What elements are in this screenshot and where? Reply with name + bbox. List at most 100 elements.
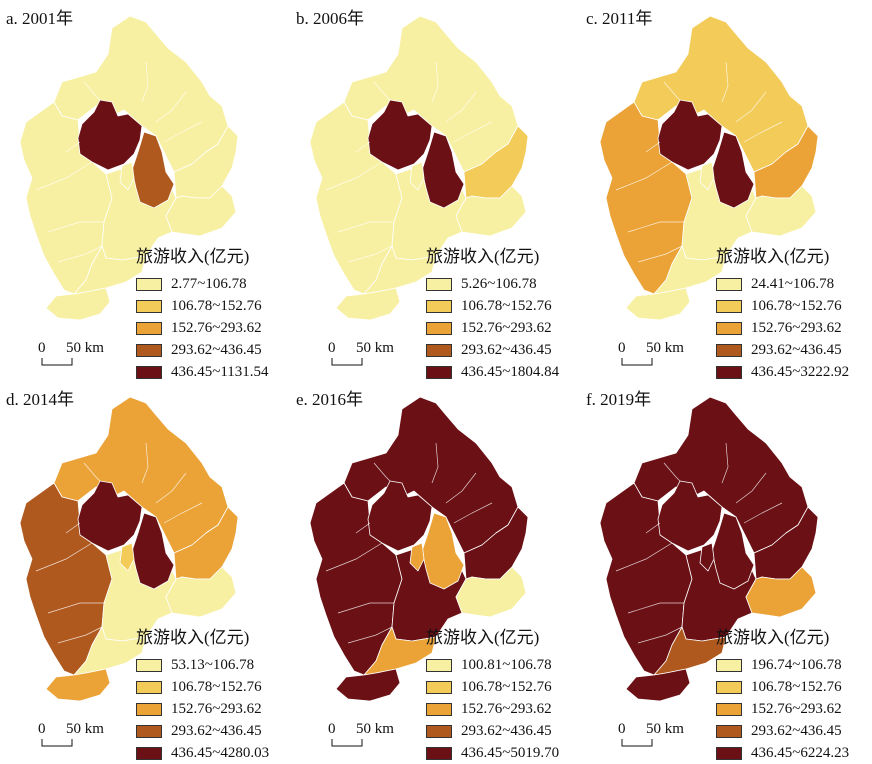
region-south xyxy=(73,245,147,295)
legend-swatch xyxy=(426,680,452,694)
scale-zero-label: 0 xyxy=(38,721,46,737)
region-southtip xyxy=(45,668,111,702)
legend-swatch xyxy=(716,365,742,379)
scale-fifty-label: 50 km xyxy=(646,340,684,356)
legend-swatch xyxy=(426,277,452,291)
county-border xyxy=(337,602,394,614)
legend-item: 152.76~293.62 xyxy=(136,698,269,720)
legend-title: 旅游收入(亿元) xyxy=(426,628,540,647)
legend-item: 106.78~152.76 xyxy=(136,295,269,317)
legend-label: 106.78~152.76 xyxy=(461,678,552,695)
legend-item: 24.41~106.78 xyxy=(716,273,849,295)
legend-swatch xyxy=(426,746,452,760)
county-border xyxy=(355,141,371,153)
legend: 旅游收入(亿元) 2.77~106.78 106.78~152.76 152.7… xyxy=(136,242,269,383)
scale-bar: 0 50 km xyxy=(326,721,416,755)
legend: 旅游收入(亿元) 24.41~106.78 106.78~152.76 152.… xyxy=(716,242,849,383)
legend-item: 196.74~106.78 xyxy=(716,654,849,676)
scale-zero-label: 0 xyxy=(618,340,626,356)
county-border xyxy=(373,462,391,482)
county-border xyxy=(453,121,493,143)
region-group xyxy=(19,396,239,702)
region-southtip xyxy=(335,287,401,321)
legend-swatch xyxy=(426,702,452,716)
region-beijing xyxy=(657,99,723,171)
region-tianjin-b xyxy=(455,185,527,237)
scale-fifty-label: 50 km xyxy=(356,340,394,356)
legend: 旅游收入(亿元) 196.74~106.78 106.78~152.76 152… xyxy=(716,623,849,764)
county-border xyxy=(141,442,149,484)
region-beijing xyxy=(367,480,433,552)
panel-title: a. 2001年 xyxy=(6,9,74,28)
legend-swatch xyxy=(426,365,452,379)
county-border xyxy=(663,462,681,482)
region-southtip xyxy=(625,668,691,702)
scale-fifty-label: 50 km xyxy=(66,340,104,356)
legend: 旅游收入(亿元) 100.81~106.78 106.78~152.76 152… xyxy=(426,623,559,764)
county-border xyxy=(155,472,187,504)
region-southtip xyxy=(45,287,111,321)
legend-label: 152.76~293.62 xyxy=(751,700,842,717)
legend-label: 24.41~106.78 xyxy=(751,275,835,292)
legend-swatch xyxy=(716,746,742,760)
legend-item: 293.62~436.45 xyxy=(716,339,849,361)
legend-item: 100.81~106.78 xyxy=(426,654,559,676)
legend-label: 436.45~4280.03 xyxy=(171,744,270,761)
county-border xyxy=(35,161,93,191)
region-tianjin-b xyxy=(455,566,527,618)
county-border xyxy=(735,91,767,123)
scale-zero-label: 0 xyxy=(328,340,336,356)
scale-fifty-label: 50 km xyxy=(646,721,684,737)
legend-swatch xyxy=(426,724,452,738)
legend-item: 436.45~1131.54 xyxy=(136,361,269,383)
legend-swatch xyxy=(426,658,452,672)
legend-item: 106.78~152.76 xyxy=(426,295,559,317)
legend-item: 293.62~436.45 xyxy=(426,720,559,742)
region-beijing xyxy=(77,480,143,552)
region-langfang xyxy=(409,542,425,572)
county-border xyxy=(627,602,684,614)
legend-swatch xyxy=(136,277,162,291)
county-border xyxy=(47,602,104,614)
county-border xyxy=(637,626,683,644)
legend-label: 100.81~106.78 xyxy=(461,656,552,673)
county-border xyxy=(743,502,783,524)
legend-swatch xyxy=(136,680,162,694)
panel-title: e. 2016年 xyxy=(296,390,364,409)
legend-label: 436.45~5019.70 xyxy=(461,744,560,761)
legend-item: 106.78~152.76 xyxy=(716,676,849,698)
map-panel-c: c. 2011年 旅游收入(亿元) 24.41~106.78 106.78~15… xyxy=(580,0,870,380)
panel-title: d. 2014年 xyxy=(6,390,74,409)
map xyxy=(19,15,239,321)
region-southtip xyxy=(335,668,401,702)
legend-title: 旅游收入(亿元) xyxy=(716,247,830,266)
legend-label: 152.76~293.62 xyxy=(171,700,262,717)
legend-swatch xyxy=(716,680,742,694)
county-border xyxy=(615,161,673,191)
legend-swatch xyxy=(716,299,742,313)
legend-item: 293.62~436.45 xyxy=(136,339,269,361)
legend-swatch xyxy=(716,658,742,672)
scale-bar: 0 50 km xyxy=(36,721,126,755)
legend-swatch xyxy=(716,343,742,357)
legend-title: 旅游收入(亿元) xyxy=(426,247,540,266)
legend-title: 旅游收入(亿元) xyxy=(136,247,250,266)
region-langfang xyxy=(119,542,135,572)
legend-item: 106.78~152.76 xyxy=(426,676,559,698)
legend-label: 5.26~106.78 xyxy=(461,275,537,292)
legend-label: 293.62~436.45 xyxy=(461,722,552,739)
scale-bar: 0 50 km xyxy=(616,721,706,755)
region-group xyxy=(599,15,819,321)
legend-item: 106.78~152.76 xyxy=(716,295,849,317)
county-border xyxy=(65,522,81,534)
scale-bar: 0 50 km xyxy=(326,340,416,374)
legend-label: 436.45~1804.84 xyxy=(461,363,560,380)
region-south xyxy=(653,626,727,676)
legend-swatch xyxy=(136,724,162,738)
region-group xyxy=(599,396,819,702)
county-border xyxy=(431,442,439,484)
county-border xyxy=(83,462,101,482)
legend-swatch xyxy=(136,658,162,672)
legend-swatch xyxy=(716,321,742,335)
legend-label: 106.78~152.76 xyxy=(461,297,552,314)
